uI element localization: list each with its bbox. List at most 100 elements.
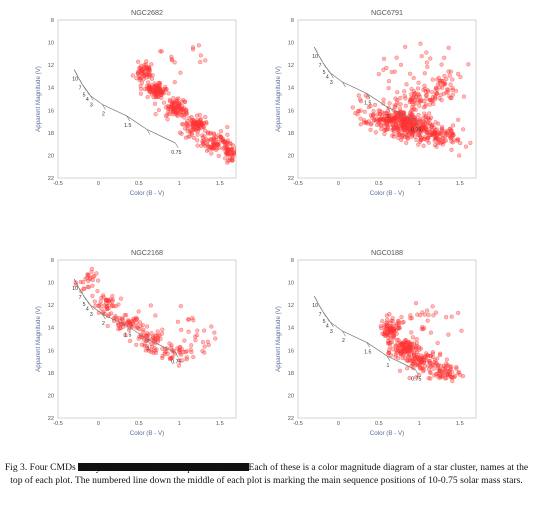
x-tick-label: 0.5	[135, 181, 143, 187]
star-point	[388, 344, 393, 349]
main-sequence-mass-label: 10	[72, 286, 78, 292]
star-point	[400, 109, 406, 115]
star-point	[185, 118, 190, 124]
star-point	[410, 359, 415, 364]
star-point	[116, 302, 121, 307]
star-point	[205, 130, 210, 135]
star-point	[452, 375, 457, 380]
star-point	[188, 347, 193, 352]
star-point	[411, 75, 416, 81]
star-point	[188, 129, 193, 135]
star-point	[180, 358, 185, 363]
main-sequence-mass-label: 10	[312, 303, 318, 309]
y-tick-label: 22	[288, 416, 294, 422]
main-sequence-mass-label: 4	[326, 74, 329, 80]
star-point	[435, 366, 440, 371]
star-point	[230, 150, 235, 155]
star-point	[425, 64, 430, 69]
main-sequence-mass-label: 3	[90, 103, 93, 109]
main-sequence-tick	[386, 106, 391, 113]
star-point	[199, 143, 204, 148]
star-point	[409, 330, 414, 335]
main-sequence-mass-label: 2	[342, 338, 345, 344]
star-point	[385, 114, 390, 119]
star-point	[401, 319, 406, 325]
star-point	[442, 73, 447, 79]
star-point	[104, 297, 109, 302]
x-axis-label: Color (B - V)	[130, 190, 164, 197]
star-point	[163, 84, 168, 90]
star-point	[450, 133, 455, 138]
star-point	[130, 73, 135, 78]
main-sequence-tick	[366, 342, 371, 348]
star-point	[450, 77, 455, 82]
star-point	[177, 103, 182, 108]
star-point	[362, 118, 367, 123]
y-tick-label: 8	[51, 258, 54, 264]
caption-redacted-text: that you will use to answer questions 2 …	[78, 463, 249, 474]
star-point	[362, 109, 367, 114]
star-point	[385, 111, 390, 116]
main-sequence-tick	[73, 279, 78, 285]
star-point	[430, 304, 435, 309]
star-point	[420, 324, 425, 330]
star-point	[413, 107, 418, 112]
main-sequence-tick	[342, 330, 346, 337]
star-point	[433, 120, 438, 125]
star-point	[202, 134, 207, 139]
star-point	[447, 127, 452, 132]
star-point	[191, 318, 196, 323]
star-point	[215, 146, 220, 151]
star-point	[433, 372, 439, 377]
star-point	[150, 73, 155, 78]
star-point	[159, 95, 164, 100]
star-point	[109, 311, 114, 316]
star-point	[137, 75, 142, 81]
star-point	[368, 127, 373, 132]
star-point	[425, 116, 431, 121]
main-sequence-tick	[322, 62, 327, 69]
star-point	[385, 122, 390, 127]
main-sequence-mass-label: 3	[330, 80, 333, 86]
star-point	[426, 140, 431, 145]
y-tick-label: 10	[48, 281, 54, 287]
star-point	[422, 312, 427, 317]
star-point	[388, 340, 393, 346]
main-sequence-tick	[318, 304, 323, 311]
star-point	[161, 91, 166, 96]
star-point	[417, 99, 422, 105]
star-point	[425, 353, 430, 358]
star-point	[148, 73, 153, 78]
star-point	[381, 67, 386, 72]
star-point	[459, 328, 464, 333]
star-point	[417, 347, 422, 352]
star-point	[169, 355, 174, 360]
cmd-figure: NGC2682 -0.5 0 0.5 1 1.5 8 10 12 14 16 18 20 22 Color …	[35, 8, 505, 437]
star-point	[432, 360, 437, 365]
main-sequence-tick	[342, 81, 346, 88]
star-point	[183, 126, 188, 131]
star-point	[391, 122, 396, 127]
scatter-points	[378, 301, 466, 384]
star-point	[156, 333, 161, 338]
star-point	[412, 124, 418, 129]
star-point	[429, 115, 434, 120]
star-point	[407, 340, 412, 345]
star-point	[206, 147, 211, 152]
star-point	[393, 354, 398, 359]
x-tick-label: 0.5	[375, 181, 383, 187]
star-point	[148, 303, 153, 308]
star-point	[404, 349, 409, 354]
star-point	[142, 343, 147, 349]
star-point	[152, 101, 158, 106]
star-point	[218, 134, 223, 139]
star-point	[426, 135, 431, 140]
star-point	[448, 82, 453, 87]
star-point	[429, 124, 434, 130]
star-point	[404, 140, 409, 145]
star-point	[355, 112, 360, 117]
star-point	[220, 138, 225, 143]
y-tick-label: 8	[291, 258, 294, 264]
star-point	[120, 316, 125, 321]
star-point	[501, 59, 505, 63]
